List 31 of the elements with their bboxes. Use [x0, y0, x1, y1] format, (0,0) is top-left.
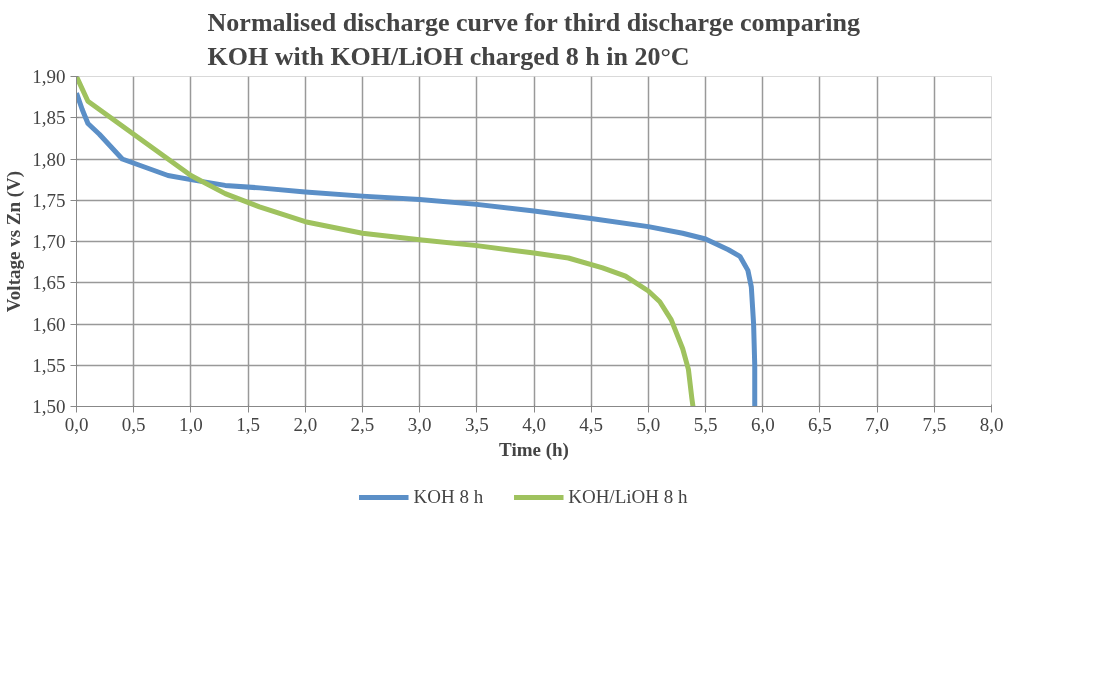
- y-tick-label: 1,50: [32, 396, 66, 417]
- x-tick-label: 5,5: [693, 413, 718, 435]
- x-tick-label: 0,5: [121, 413, 146, 435]
- y-axis-title: Voltage vs Zn (V): [3, 170, 26, 313]
- chart-title: Normalised discharge curve for third discharge comparing KOH with KOH/LiOH charged 8 h in 20°C: [207, 7, 860, 72]
- x-tick-label: 4,0: [522, 413, 546, 435]
- x-tick-label: 3,5: [464, 413, 489, 435]
- y-tick-label: 1,90: [32, 66, 66, 87]
- legend-label: KOH 8 h: [413, 486, 484, 508]
- x-tick-label: 2,0: [293, 413, 318, 435]
- x-tick-label: 6,5: [808, 413, 832, 435]
- x-tick-label: 4,5: [579, 413, 604, 435]
- x-axis-title: Time (h): [499, 438, 569, 461]
- x-tick-label: 0,0: [64, 413, 89, 435]
- x-tick-label: 1,0: [179, 413, 203, 435]
- x-tick-label: 2,5: [350, 413, 375, 435]
- x-tick-label: 8,0: [979, 413, 1004, 435]
- x-tick-label: 1,5: [236, 413, 260, 435]
- x-tick-label: 5,0: [636, 413, 661, 435]
- y-tick-label: 1,80: [32, 148, 66, 170]
- y-tick-label: 1,65: [32, 272, 66, 294]
- x-tick-label: 7,5: [922, 413, 947, 435]
- x-tick-label: 6,0: [750, 413, 775, 435]
- legend-label: KOH/LiOH 8 h: [568, 486, 688, 508]
- x-tick-label: 7,0: [865, 413, 889, 435]
- y-tick-label: 1,60: [32, 313, 66, 335]
- y-tick-label: 1,85: [32, 107, 66, 129]
- y-tick-label: 1,70: [32, 231, 66, 252]
- y-tick-label: 1,75: [32, 189, 66, 211]
- y-tick-label: 1,55: [32, 354, 66, 376]
- x-tick-label: 3,0: [407, 413, 432, 435]
